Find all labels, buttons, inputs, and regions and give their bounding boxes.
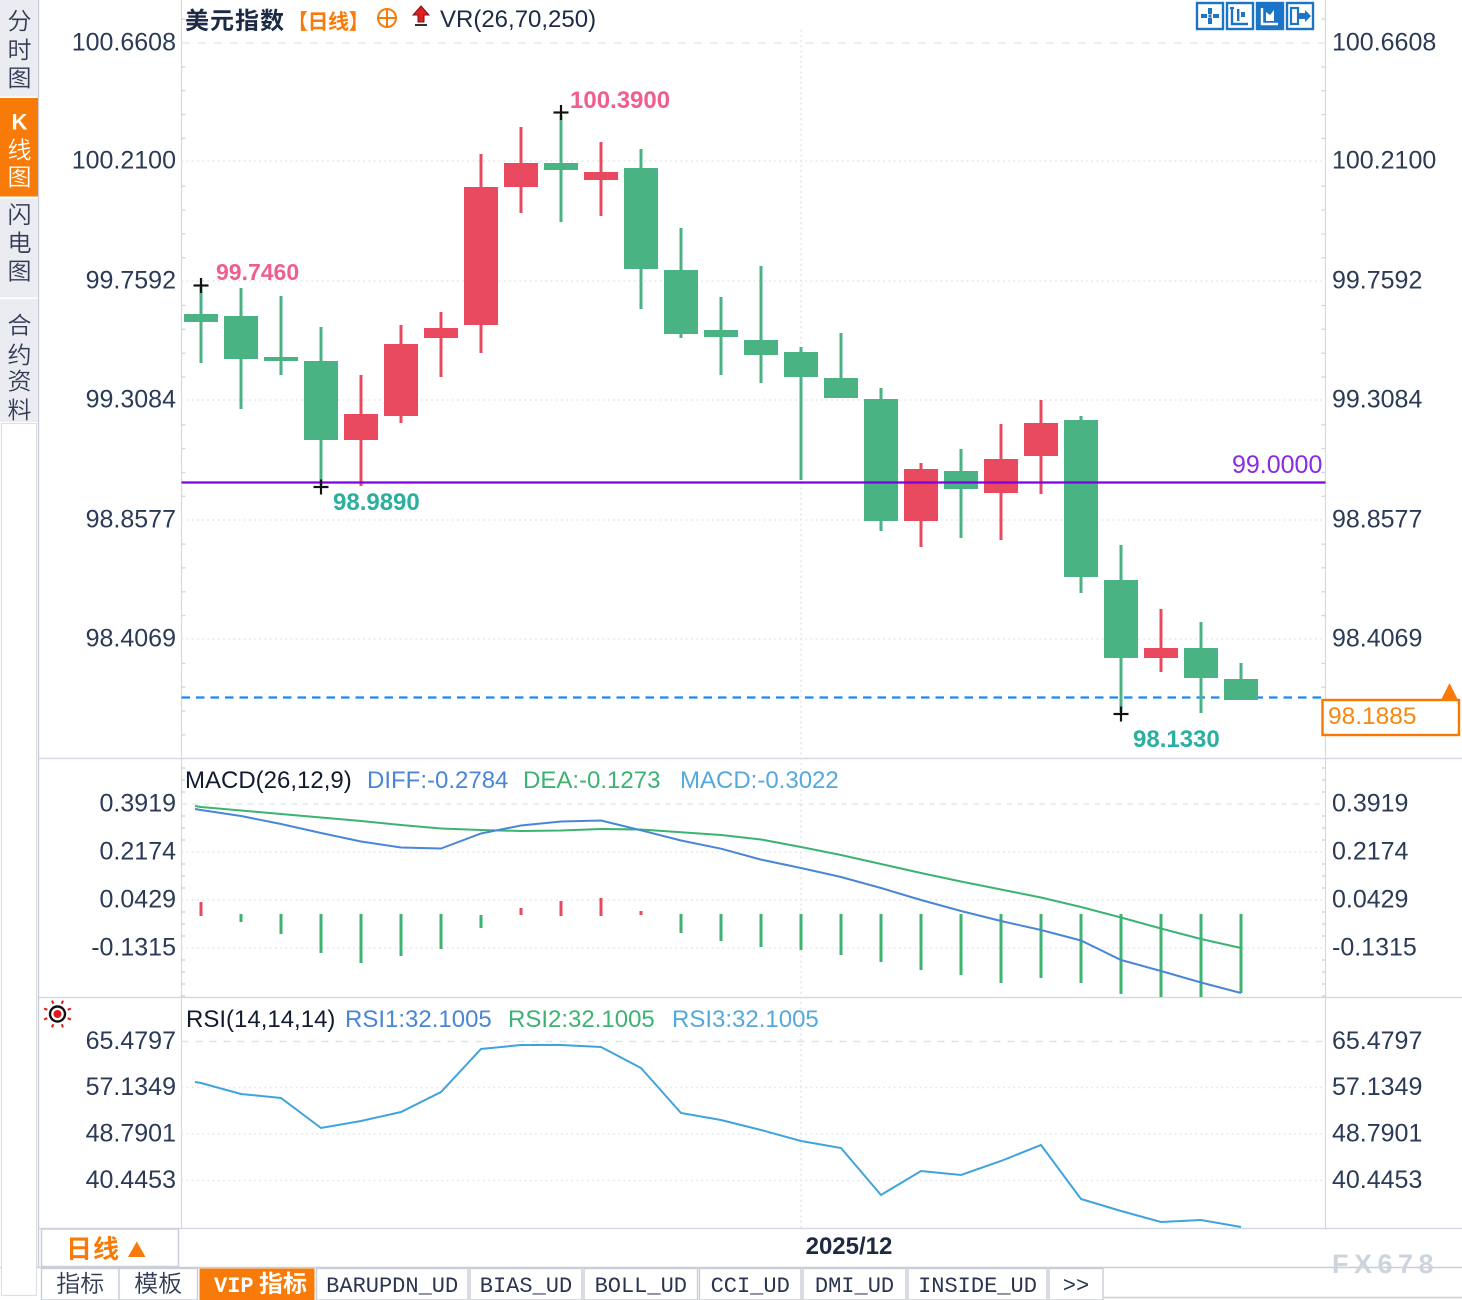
svg-text:0.3919: 0.3919	[1332, 790, 1408, 818]
svg-text:-0.1315: -0.1315	[91, 934, 176, 962]
svg-text:99.7460: 99.7460	[216, 259, 299, 285]
svg-text:CCI_UD: CCI_UD	[711, 1274, 790, 1299]
svg-text:98.4069: 98.4069	[1332, 625, 1422, 653]
svg-text:65.4797: 65.4797	[1332, 1027, 1422, 1055]
svg-text:98.1885: 98.1885	[1328, 703, 1417, 730]
svg-text:98.9890: 98.9890	[333, 489, 420, 516]
svg-text:>>: >>	[1063, 1274, 1089, 1299]
svg-text:-0.1315: -0.1315	[1332, 934, 1417, 962]
svg-text:RSI2:32.1005: RSI2:32.1005	[508, 1006, 655, 1033]
svg-text:98.1330: 98.1330	[1133, 726, 1220, 753]
svg-text:0.3919: 0.3919	[100, 790, 176, 818]
svg-text:99.3084: 99.3084	[86, 386, 176, 414]
svg-text:0.0429: 0.0429	[100, 886, 176, 914]
svg-text:100.6608: 100.6608	[72, 29, 176, 57]
svg-text:2025/12: 2025/12	[806, 1233, 893, 1260]
svg-text:98.8577: 98.8577	[1332, 506, 1422, 534]
svg-text:BOLL_UD: BOLL_UD	[595, 1274, 687, 1299]
svg-text:98.4069: 98.4069	[86, 625, 176, 653]
svg-text:40.4453: 40.4453	[86, 1166, 176, 1194]
svg-text:65.4797: 65.4797	[86, 1027, 176, 1055]
svg-text:100.2100: 100.2100	[1332, 147, 1436, 175]
svg-text:48.7901: 48.7901	[86, 1120, 176, 1148]
svg-text:40.4453: 40.4453	[1332, 1166, 1422, 1194]
svg-text:100.2100: 100.2100	[72, 147, 176, 175]
svg-text:VIP: VIP	[214, 1274, 254, 1299]
svg-text:BARUPDN_UD: BARUPDN_UD	[326, 1274, 458, 1299]
svg-text:99.7592: 99.7592	[86, 267, 176, 295]
svg-text:DEA:-0.1273: DEA:-0.1273	[523, 767, 660, 794]
svg-text:RSI1:32.1005: RSI1:32.1005	[345, 1006, 492, 1033]
svg-text:99.3084: 99.3084	[1332, 386, 1422, 414]
svg-text:MACD:-0.3022: MACD:-0.3022	[680, 767, 839, 794]
svg-text:48.7901: 48.7901	[1332, 1120, 1422, 1148]
svg-text:98.8577: 98.8577	[86, 506, 176, 534]
svg-text:100.3900: 100.3900	[570, 87, 670, 114]
svg-text:BIAS_UD: BIAS_UD	[480, 1274, 572, 1299]
svg-text:0.2174: 0.2174	[1332, 838, 1409, 866]
svg-text:99.7592: 99.7592	[1332, 267, 1422, 295]
svg-text:K: K	[12, 110, 28, 135]
svg-text:VR(26,70,250): VR(26,70,250)	[440, 6, 596, 33]
svg-text:0.2174: 0.2174	[100, 838, 177, 866]
svg-text:57.1349: 57.1349	[1332, 1073, 1422, 1101]
svg-text:57.1349: 57.1349	[86, 1073, 176, 1101]
svg-text:MACD(26,12,9): MACD(26,12,9)	[185, 767, 352, 794]
svg-text:DMI_UD: DMI_UD	[815, 1274, 894, 1299]
svg-text:DIFF:-0.2784: DIFF:-0.2784	[367, 767, 508, 794]
svg-text:INSIDE_UD: INSIDE_UD	[918, 1274, 1037, 1299]
svg-text:0.0429: 0.0429	[1332, 886, 1408, 914]
svg-text:RSI(14,14,14): RSI(14,14,14)	[186, 1006, 335, 1033]
svg-text:100.6608: 100.6608	[1332, 29, 1436, 57]
svg-text:99.0000: 99.0000	[1232, 451, 1322, 479]
svg-text:RSI3:32.1005: RSI3:32.1005	[672, 1006, 819, 1033]
svg-text:FX678: FX678	[1332, 1249, 1439, 1279]
